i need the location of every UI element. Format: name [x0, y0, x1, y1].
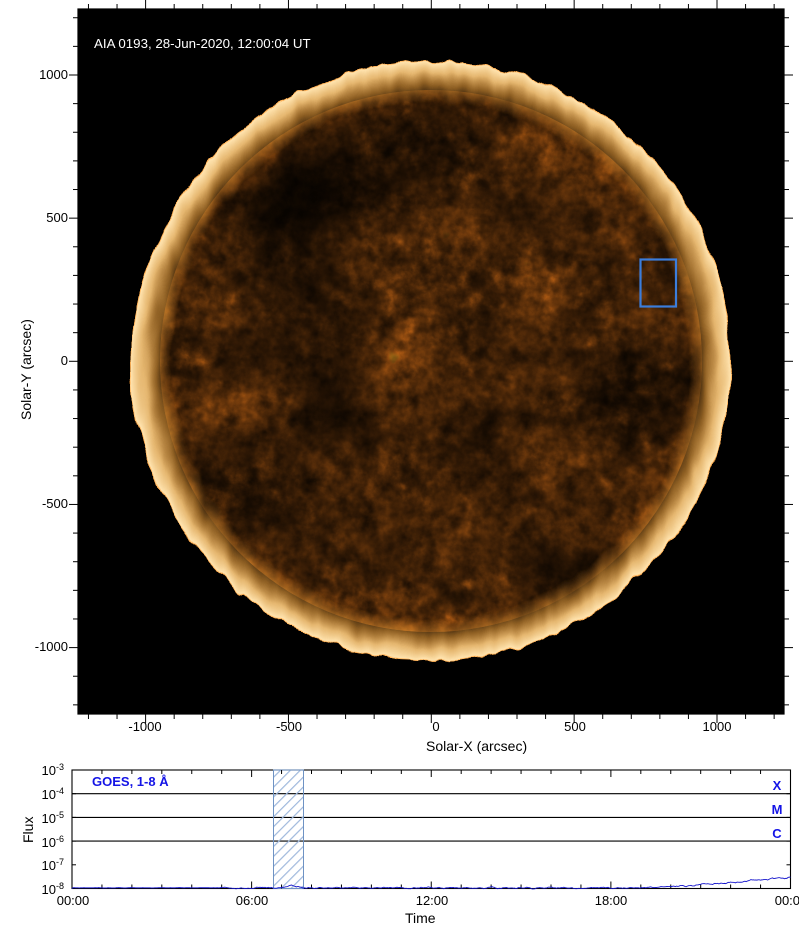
svg-text:M: M [771, 802, 782, 817]
svg-text:X: X [772, 778, 781, 793]
svg-text:GOES, 1-8 Å: GOES, 1-8 Å [92, 774, 169, 789]
svg-text:AIA 0193, 28-Jun-2020, 12:00:0: AIA 0193, 28-Jun-2020, 12:00:04 UT [94, 36, 311, 51]
svg-text:C: C [772, 826, 782, 841]
